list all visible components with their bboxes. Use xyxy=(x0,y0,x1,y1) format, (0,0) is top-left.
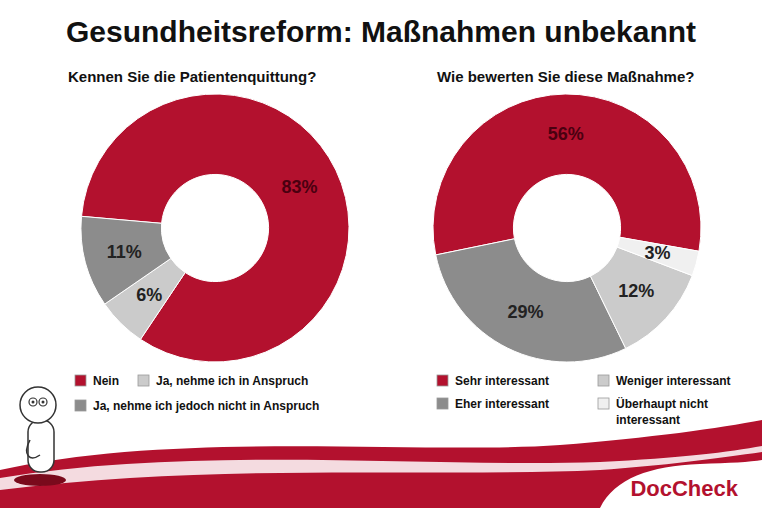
legend-label: Überhaupt nicht interessant xyxy=(616,396,708,427)
legend-swatch xyxy=(75,400,86,411)
background xyxy=(0,0,762,508)
legend-label: Weniger interessant xyxy=(616,374,730,388)
mascot-pupil xyxy=(32,401,35,404)
legend: Sehr interessant Eher interessant Weniger … xyxy=(437,374,730,427)
slice xyxy=(81,216,171,304)
mascot-shadow xyxy=(14,474,66,486)
mascot xyxy=(14,387,66,486)
legend-line: interessant xyxy=(616,413,680,427)
mascot-stethoscope xyxy=(27,440,40,458)
slices xyxy=(433,94,701,362)
panel-title: Kennen Sie die Patientenquittung? xyxy=(68,68,316,85)
slice xyxy=(433,94,701,255)
data-label: 11% xyxy=(107,242,142,262)
slice xyxy=(82,94,349,362)
data-label: 56% xyxy=(548,124,584,144)
chart-canvas: Gesundheitsreform: Maßnahmen unbekannt Do… xyxy=(0,0,762,508)
data-label: 29% xyxy=(508,302,544,322)
legend-swatch xyxy=(75,375,86,386)
panel: Wie bewerten Sie diese Maßnahme? 56% 29% 12… xyxy=(433,68,730,427)
data-label: 83% xyxy=(282,177,318,197)
data-label: 3% xyxy=(644,243,670,263)
legend-label: Nein xyxy=(93,374,119,388)
data-labels: 83% 6% 11% xyxy=(107,177,318,304)
legend-swatch xyxy=(437,375,448,386)
slice xyxy=(617,237,699,275)
panel-title: Wie bewerten Sie diese Maßnahme? xyxy=(437,68,694,85)
legend-swatch xyxy=(598,375,609,386)
legend-swatch xyxy=(138,375,149,386)
legend-swatch xyxy=(437,398,448,409)
data-label: 6% xyxy=(136,285,162,305)
panel: Kennen Sie die Patientenquittung? 83% 6% 11… xyxy=(68,68,349,413)
mascot-pupil xyxy=(42,401,45,404)
mascot-body xyxy=(28,420,54,472)
footer-wave xyxy=(0,420,762,508)
legend-label: Ja, nehme ich in Anspruch xyxy=(156,374,308,388)
mascot-eye xyxy=(39,398,47,406)
legend-label: Sehr interessant xyxy=(455,374,549,388)
slice xyxy=(436,239,626,362)
data-labels: 56% 29% 12% 3% xyxy=(508,124,671,322)
brand: DocCheck xyxy=(630,476,738,501)
page-title: Gesundheitsreform: Maßnahmen unbekannt xyxy=(66,15,696,48)
legend-label: Ja, nehme ich jedoch nicht in Anspruch xyxy=(93,399,319,413)
legend-swatch xyxy=(598,398,609,409)
legend-label: Eher interessant xyxy=(455,397,549,411)
data-label: 12% xyxy=(618,281,654,301)
mascot-eye xyxy=(29,398,37,406)
brand-patch xyxy=(600,460,762,508)
legend-line: Überhaupt nicht xyxy=(616,396,708,411)
mascot-head xyxy=(20,387,56,423)
slices xyxy=(81,94,349,362)
legend: Nein Ja, nehme ich in Anspruch Ja, nehme i… xyxy=(75,374,319,413)
